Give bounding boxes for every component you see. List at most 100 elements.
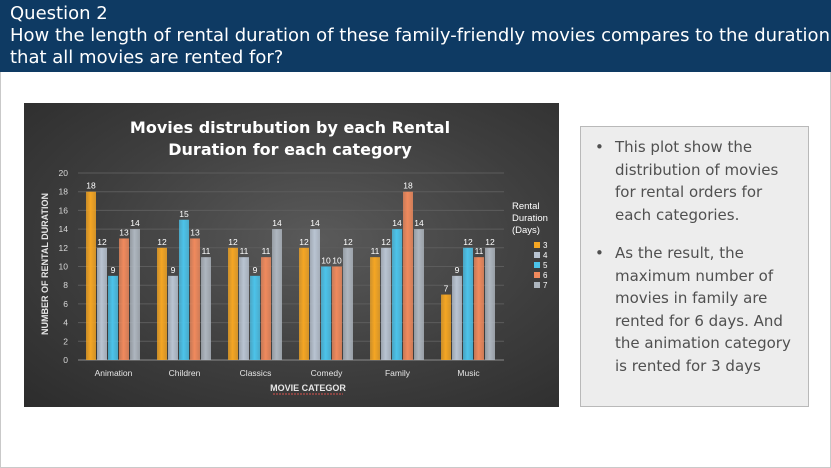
- y-tick-label: 18: [59, 187, 69, 197]
- legend-title-line3: (Days): [512, 225, 540, 236]
- legend-swatch: [534, 262, 540, 268]
- header-bar: Question 2 How the length of rental dura…: [0, 0, 831, 72]
- data-label: 12: [228, 237, 238, 247]
- data-label: 13: [119, 227, 129, 237]
- data-label: 9: [455, 265, 460, 275]
- data-label: 9: [171, 265, 176, 275]
- bar: [321, 266, 331, 360]
- bar: [370, 257, 380, 360]
- bar: [130, 229, 140, 360]
- data-label: 11: [371, 246, 380, 256]
- y-tick-label: 4: [63, 318, 68, 328]
- bars: [86, 191, 495, 360]
- bar: [403, 191, 413, 360]
- bar: [261, 257, 271, 360]
- bar: [179, 219, 189, 360]
- chart-panel: Movies distrubution by each Rental Durat…: [24, 103, 559, 407]
- bar: [272, 229, 282, 360]
- x-tick-label: Children: [169, 368, 201, 378]
- legend-title-line1: Rental: [512, 201, 539, 212]
- note-item-2: • As the result, the maximum number of m…: [595, 242, 801, 377]
- question-text-line1: How the length of rental duration of the…: [10, 25, 830, 46]
- bar: [201, 257, 211, 360]
- chart-title-line2: Duration for each category: [168, 140, 412, 159]
- legend-entry: 5: [543, 261, 548, 270]
- data-label: 9: [111, 265, 116, 275]
- data-label: 12: [463, 237, 473, 247]
- bar: [190, 238, 200, 360]
- x-tick-label: Family: [385, 368, 411, 378]
- bar: [228, 247, 238, 360]
- gridlines: [78, 172, 504, 361]
- bar: [97, 247, 107, 360]
- bar: [463, 247, 473, 360]
- bar: [381, 247, 391, 360]
- data-label: 12: [97, 237, 107, 247]
- data-label: 18: [403, 181, 413, 191]
- bar: [119, 238, 129, 360]
- legend-entry: 3: [543, 241, 548, 250]
- notes-box: • This plot show the distribution of mov…: [580, 126, 809, 407]
- data-label: 18: [86, 181, 96, 191]
- x-tick-label: Comedy: [311, 368, 343, 378]
- data-label: 11: [202, 246, 211, 256]
- data-label: 14: [130, 218, 140, 228]
- y-tick-label: 16: [59, 205, 69, 215]
- data-label: 7: [444, 284, 449, 294]
- bar: [332, 266, 342, 360]
- y-axis-label: NUMBER OF RENTAL DURATION: [40, 193, 50, 335]
- legend-entry: 7: [543, 281, 548, 290]
- bar: [168, 275, 178, 360]
- legend-title: Rental Duration (Days): [512, 201, 548, 236]
- legend-swatch: [534, 282, 540, 288]
- bar: [343, 247, 353, 360]
- data-label: 13: [190, 227, 200, 237]
- legend-entry: 4: [543, 251, 548, 260]
- data-label: 12: [381, 237, 391, 247]
- data-label: 11: [475, 246, 484, 256]
- bullet-icon: •: [595, 244, 604, 262]
- y-tick-label: 12: [59, 243, 69, 253]
- y-tick-label: 2: [63, 336, 68, 346]
- bar: [414, 229, 424, 360]
- bar: [474, 257, 484, 360]
- x-tick-label: Music: [457, 368, 480, 378]
- data-label: 10: [332, 256, 342, 266]
- data-label: 14: [272, 218, 282, 228]
- data-label: 11: [262, 246, 271, 256]
- note-item-1: • This plot show the distribution of mov…: [595, 136, 801, 226]
- legend-swatch: [534, 272, 540, 278]
- chart-title-line1: Movies distrubution by each Rental: [130, 118, 450, 137]
- note-text-2: As the result, the maximum number of mov…: [615, 244, 791, 375]
- bar: [441, 294, 451, 360]
- data-label: 10: [321, 256, 331, 266]
- bar: [86, 191, 96, 360]
- question-text-line2: that all movies are rented for?: [10, 47, 284, 68]
- bar: [299, 247, 309, 360]
- x-tick-label: Classics: [240, 368, 272, 378]
- data-label: 12: [485, 237, 495, 247]
- bar: [485, 247, 495, 360]
- data-label: 12: [157, 237, 167, 247]
- legend-title-line2: Duration: [512, 213, 548, 224]
- bar: [310, 229, 320, 360]
- bar: [239, 257, 249, 360]
- legend-swatch: [534, 252, 540, 258]
- y-tick-label: 6: [63, 299, 68, 309]
- data-label: 15: [179, 209, 189, 219]
- y-tick-label: 10: [59, 262, 69, 272]
- bar: [452, 275, 462, 360]
- bar: [392, 229, 402, 360]
- x-axis-ticks: Animation Children Classics Comedy Family Mus…: [95, 368, 481, 378]
- data-label: 11: [240, 246, 249, 256]
- y-tick-label: 20: [59, 168, 69, 178]
- note-text-1: This plot show the distribution of movie…: [615, 138, 779, 224]
- y-tick-label: 8: [63, 280, 68, 290]
- bar-chart: Movies distrubution by each Rental Durat…: [40, 118, 548, 395]
- slide-heading: Question 2: [10, 3, 108, 24]
- bullet-icon: •: [595, 138, 604, 156]
- y-axis-ticks: 0 2 4 6 8 10 12 14 16 18 20: [59, 168, 69, 365]
- y-tick-label: 0: [63, 355, 68, 365]
